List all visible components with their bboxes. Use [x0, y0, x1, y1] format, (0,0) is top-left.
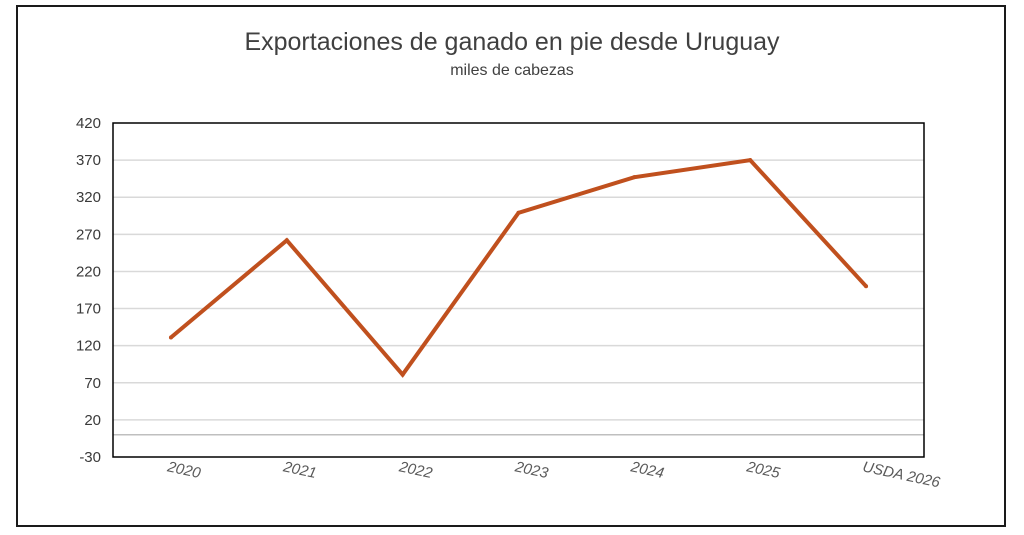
series-line	[169, 157, 868, 378]
x-tick-label: 2021	[281, 458, 318, 482]
data-point	[168, 335, 173, 340]
x-tick-label: 2024	[628, 458, 665, 482]
y-tick-label: -30	[79, 449, 101, 466]
y-tick-label: 320	[76, 189, 101, 206]
data-point	[864, 284, 869, 289]
line-chart: Exportaciones de ganado en pie desde Uru…	[76, 28, 942, 492]
data-point	[284, 238, 289, 243]
data-point	[400, 372, 405, 377]
x-tick-label: USDA 2026	[861, 458, 942, 491]
plot-border	[112, 122, 925, 458]
y-tick-label: 120	[76, 338, 101, 355]
y-tick-label: 420	[76, 115, 101, 132]
x-tick-label: 2023	[513, 458, 551, 482]
data-point	[748, 158, 753, 163]
y-tick-label: 20	[84, 412, 101, 429]
x-tick-label: 2025	[744, 458, 782, 482]
x-tick-label: 2022	[397, 458, 435, 482]
y-tick-label: 220	[76, 263, 101, 280]
x-tick-label: 2020	[165, 458, 203, 482]
chart-frame: Exportaciones de ganado en pie desde Uru…	[16, 5, 1006, 527]
data-point	[516, 210, 521, 215]
y-tick-label: 170	[76, 301, 101, 318]
y-tick-label: 370	[76, 152, 101, 169]
chart-subtitle: miles de cabezas	[450, 62, 574, 79]
chart-title: Exportaciones de ganado en pie desde Uru…	[244, 28, 780, 56]
y-tick-label: 70	[84, 375, 101, 392]
plot-area: -30 20 70 120 170 220 270 320 370 420 2020 2021 2022…	[76, 115, 942, 492]
data-point	[632, 175, 637, 180]
y-tick-label: 270	[76, 226, 101, 243]
